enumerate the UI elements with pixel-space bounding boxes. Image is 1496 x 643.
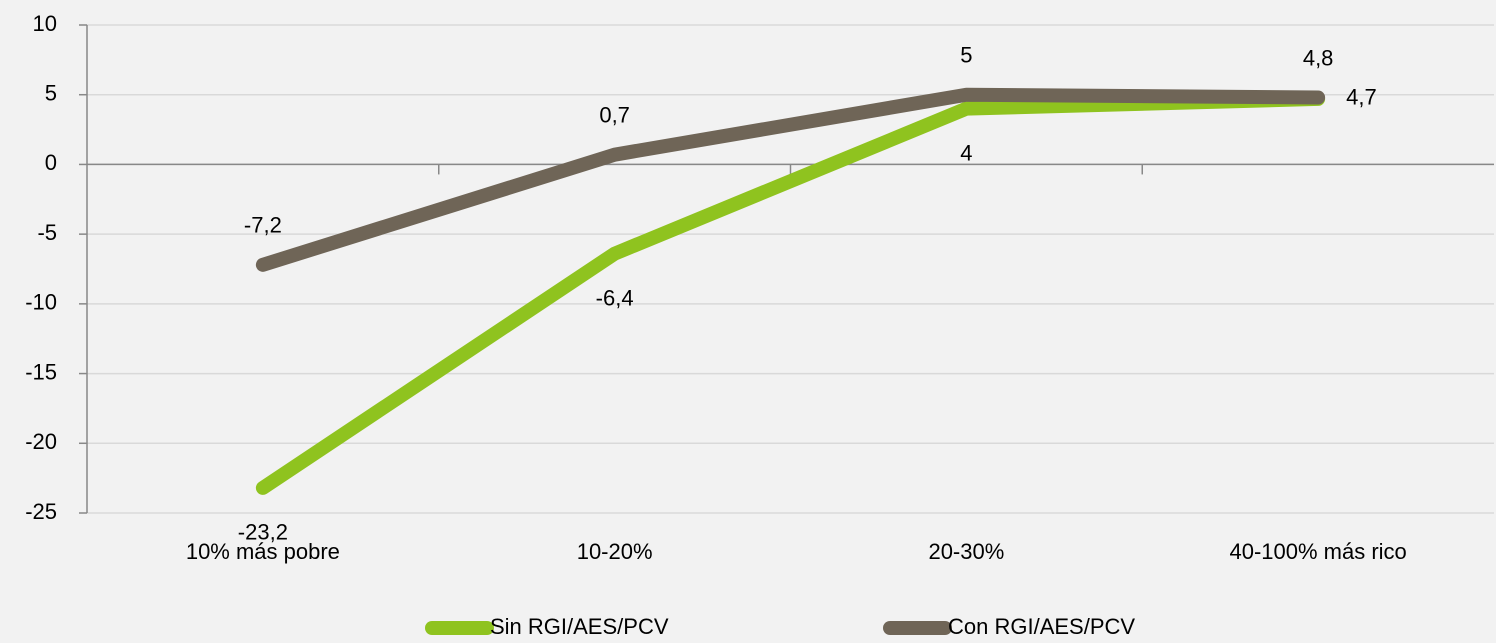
series-line bbox=[255, 87, 1326, 272]
y-tick-label: 0 bbox=[45, 150, 57, 175]
y-tick-label: -25 bbox=[25, 499, 57, 524]
legend-label: Sin RGI/AES/PCV bbox=[490, 614, 669, 639]
legend-label: Con RGI/AES/PCV bbox=[948, 614, 1135, 639]
series-line bbox=[255, 91, 1326, 495]
x-tick-label: 20-30% bbox=[928, 539, 1004, 564]
x-tick-label: 40-100% más rico bbox=[1229, 539, 1406, 564]
data-label: 5 bbox=[960, 43, 972, 68]
x-tick-label: 10% más pobre bbox=[186, 539, 340, 564]
x-tick-label: 10-20% bbox=[577, 539, 653, 564]
y-tick-label: -10 bbox=[25, 290, 57, 315]
data-label: 4,8 bbox=[1303, 45, 1334, 70]
data-label: -6,4 bbox=[596, 285, 634, 310]
data-label: 4 bbox=[960, 140, 972, 165]
y-tick-label: 10 bbox=[33, 11, 57, 36]
y-tick-label: -15 bbox=[25, 359, 57, 384]
y-tick-label: 5 bbox=[45, 81, 57, 106]
data-label: -7,2 bbox=[244, 213, 282, 238]
data-label: 4,7 bbox=[1346, 85, 1377, 110]
data-label: 0,7 bbox=[599, 102, 630, 127]
data-label: -23,2 bbox=[238, 520, 288, 545]
y-tick-label: -20 bbox=[25, 429, 57, 454]
y-tick-label: -5 bbox=[37, 220, 57, 245]
